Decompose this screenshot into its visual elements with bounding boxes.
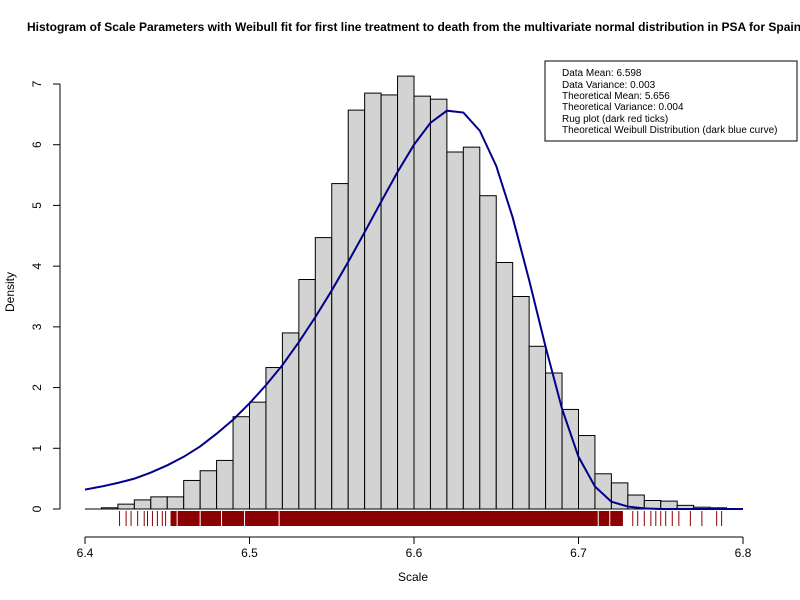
histogram-bar: [199, 470, 218, 510]
histogram-bar: [183, 479, 201, 510]
histogram-bar: [281, 332, 300, 510]
histogram-bar: [380, 94, 399, 510]
histogram-bar: [232, 416, 251, 510]
weibull-curve: [84, 109, 743, 510]
x-tick-label: 6.5: [241, 546, 258, 560]
histogram-bar: [249, 401, 267, 510]
y-tick-label: 4: [30, 262, 44, 269]
histogram-bar: [413, 95, 431, 510]
legend-data-variance: Data Variance: 0.003: [562, 80, 656, 91]
x-tick-label: 6.4: [77, 546, 94, 560]
histogram-bar: [495, 262, 514, 510]
histogram-bar: [479, 195, 497, 510]
y-tick-label: 5: [30, 202, 44, 209]
y-tick-label: 3: [30, 323, 44, 330]
x-tick-label: 6.6: [406, 546, 423, 560]
histogram-bar: [298, 279, 316, 510]
x-tick-label: 6.7: [570, 546, 587, 560]
histogram-bar: [314, 237, 333, 510]
chart-title: Histogram of Scale Parameters with Weibu…: [27, 20, 800, 34]
histogram-bar: [594, 473, 612, 510]
histogram-bar: [660, 500, 678, 510]
histogram-bar: [117, 503, 135, 510]
x-axis: 6.4 6.5 6.6 6.7 6.8: [77, 536, 752, 560]
y-axis: 0 1 2 3 4 5 6 7: [30, 80, 61, 512]
legend-theoretical-mean: Theoretical Mean: 5.656: [562, 91, 670, 102]
x-axis-label: Scale: [398, 570, 428, 584]
histogram-bar: [397, 75, 415, 510]
y-tick-label: 2: [30, 384, 44, 391]
y-tick-label: 6: [30, 141, 44, 148]
y-axis-label: Density: [3, 272, 17, 312]
x-tick-label: 6.8: [735, 546, 752, 560]
histogram-bar: [364, 92, 382, 510]
legend-theoretical-variance: Theoretical Variance: 0.004: [562, 102, 684, 113]
histogram-bar: [150, 496, 168, 510]
histogram-bar: [347, 109, 366, 510]
histogram-bar: [446, 151, 464, 510]
histogram-bar: [528, 345, 547, 510]
legend-box: [544, 60, 798, 142]
rug-dense-band: [170, 511, 623, 526]
histogram-bar: [512, 296, 530, 510]
histogram-bars: [85, 75, 743, 510]
histogram-bar: [216, 459, 234, 510]
histogram-bar: [133, 499, 152, 510]
histogram-bar: [331, 183, 349, 510]
rug-plot: [119, 511, 723, 526]
histogram-bar: [462, 146, 481, 510]
legend: Data Mean: 6.598 Data Variance: 0.003 Th…: [544, 60, 798, 142]
y-tick-label: 1: [30, 445, 44, 452]
histogram-bar: [265, 367, 283, 510]
histogram-bar: [429, 98, 448, 510]
y-tick-label: 7: [30, 80, 44, 87]
histogram-bar: [545, 372, 563, 510]
legend-weibull-curve: Theoretical Weibull Distribution (dark b…: [562, 125, 777, 136]
histogram-bar: [166, 496, 185, 510]
y-tick-label: 0: [30, 505, 44, 512]
histogram-bar: [561, 408, 579, 510]
legend-data-mean: Data Mean: 6.598: [562, 68, 642, 79]
legend-rug-plot: Rug plot (dark red ticks): [562, 114, 668, 125]
